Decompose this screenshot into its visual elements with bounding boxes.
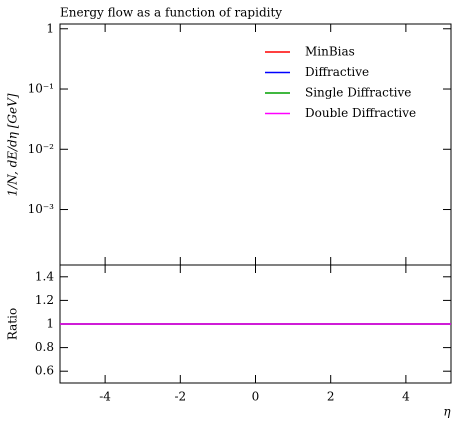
y-tick-label: 1.4 [35,269,54,283]
x-tick-label: 0 [252,390,260,404]
x-tick-label: 2 [327,390,335,404]
y-tick-label: 1 [46,317,54,331]
y-tick-label: 10⁻² [28,142,55,156]
y-tick-label: 0.6 [35,364,54,378]
y-tick-label: 10⁻¹ [28,82,54,96]
y-tick-label: 10⁻³ [28,202,55,216]
y-tick-label: 1.2 [35,293,54,307]
legend-label: Double Diffractive [305,106,416,120]
x-tick-label: -2 [174,390,186,404]
y-axis-label: 1/N, dE/dη [GeV] [6,93,20,196]
chart-title: Energy flow as a function of rapidity [60,6,282,20]
x-axis-label: η [443,405,451,419]
y-tick-label: 0.8 [35,340,54,354]
ratio-axis-label: Ratio [6,308,20,340]
legend-label: Diffractive [305,65,369,79]
y-tick-label: 1 [46,21,54,35]
legend-label: Single Diffractive [305,86,411,100]
x-tick-label: -4 [99,390,111,404]
legend-label: MinBias [305,45,355,59]
x-tick-label: 4 [402,390,410,404]
